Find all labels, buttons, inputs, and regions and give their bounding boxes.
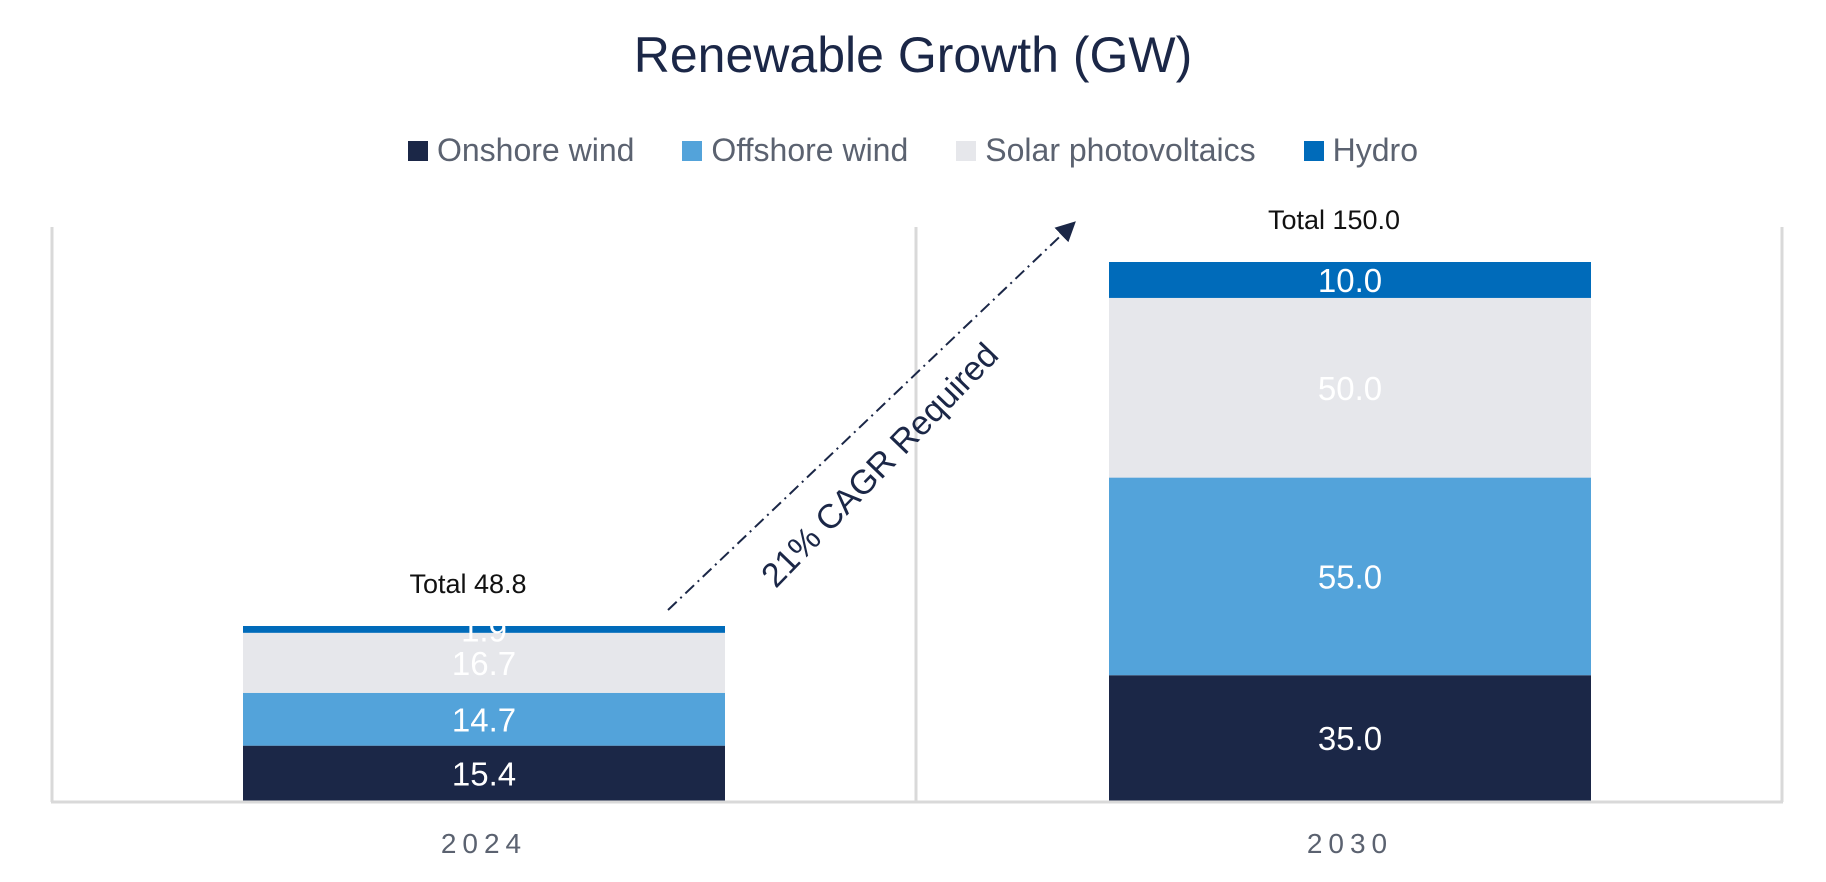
bar-segment	[1109, 477, 1591, 676]
legend-item-solar-photovoltaics: Solar photovoltaics	[956, 132, 1256, 169]
bar-segment	[243, 745, 725, 801]
bar-segment	[1109, 675, 1591, 801]
total-label: Total 150.0	[1268, 205, 1400, 235]
legend-label: Hydro	[1332, 132, 1418, 168]
cagr-annotation: 21% CAGR Required	[754, 336, 1006, 595]
labels-group: 15.4 14.7 16.71.9 Total 48.8 2024 35.0 55.0 50.…	[409, 205, 1400, 859]
total-label: Total 48.8	[409, 569, 526, 599]
x-tick-label: 2030	[1307, 828, 1393, 859]
chart-title: Renewable Growth (GW)	[633, 27, 1193, 83]
legend-label: Offshore wind	[711, 132, 909, 168]
bar-value-label: 10.0	[1318, 262, 1382, 299]
cagr-arrow	[667, 221, 1076, 611]
legend-swatch	[1303, 140, 1324, 161]
legend-item-hydro: Hydro	[1303, 132, 1418, 169]
bar-segment	[1109, 297, 1591, 478]
legend-item-onshore-wind: Onshore wind	[407, 132, 635, 169]
bar-segment	[243, 626, 725, 633]
bar-value-label: 14.7	[452, 701, 516, 738]
legend-swatch	[956, 140, 977, 161]
legend-swatch	[682, 140, 703, 161]
legend-item-offshore-wind: Offshore wind	[682, 132, 908, 169]
bar-value-label: 1.9	[461, 611, 507, 648]
legend-swatch	[407, 140, 428, 161]
bar-segment	[243, 692, 725, 746]
bar-segment	[243, 632, 725, 693]
x-tick-label: 2024	[441, 828, 527, 859]
legend-label: Solar photovoltaics	[985, 132, 1256, 168]
bar-value-label: 55.0	[1318, 558, 1382, 595]
bar-value-label: 35.0	[1318, 720, 1382, 757]
bar-value-label: 50.0	[1318, 370, 1382, 407]
bar-value-label: 16.7	[452, 645, 516, 682]
legend-label: Onshore wind	[436, 132, 635, 168]
bars-group	[243, 262, 1591, 801]
bar-value-label: 15.4	[452, 755, 516, 792]
legend: Onshore wind Offshore wind Solar photovo…	[0, 132, 1826, 169]
bar-segment	[1109, 262, 1591, 298]
